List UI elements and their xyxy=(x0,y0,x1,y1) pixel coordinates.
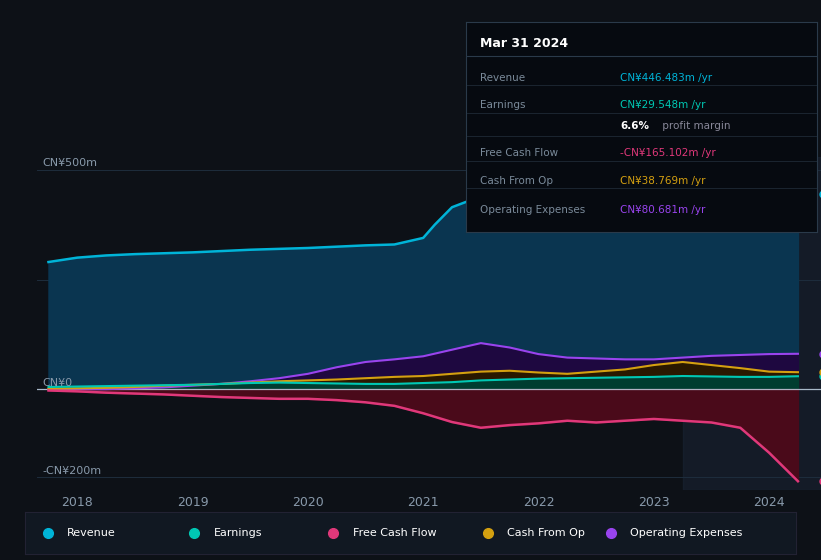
Text: 6.6%: 6.6% xyxy=(620,121,649,131)
Text: -CN¥165.102m /yr: -CN¥165.102m /yr xyxy=(620,148,716,158)
Text: CN¥38.769m /yr: CN¥38.769m /yr xyxy=(620,176,705,186)
Text: -CN¥200m: -CN¥200m xyxy=(43,465,102,475)
Text: Operating Expenses: Operating Expenses xyxy=(479,205,585,215)
Text: Mar 31 2024: Mar 31 2024 xyxy=(479,37,567,50)
Text: Free Cash Flow: Free Cash Flow xyxy=(353,529,436,538)
Text: Cash From Op: Cash From Op xyxy=(507,529,585,538)
Bar xyxy=(682,157,821,490)
Text: CN¥446.483m /yr: CN¥446.483m /yr xyxy=(620,73,713,83)
Text: CN¥29.548m /yr: CN¥29.548m /yr xyxy=(620,100,705,110)
Text: Operating Expenses: Operating Expenses xyxy=(631,529,743,538)
Text: Free Cash Flow: Free Cash Flow xyxy=(479,148,557,158)
Text: profit margin: profit margin xyxy=(658,121,730,131)
Text: Revenue: Revenue xyxy=(479,73,525,83)
Text: Cash From Op: Cash From Op xyxy=(479,176,553,186)
Text: Revenue: Revenue xyxy=(67,529,116,538)
Text: CN¥500m: CN¥500m xyxy=(43,158,98,168)
Text: Earnings: Earnings xyxy=(479,100,525,110)
Text: Earnings: Earnings xyxy=(213,529,262,538)
Text: CN¥0: CN¥0 xyxy=(43,378,73,388)
Text: CN¥80.681m /yr: CN¥80.681m /yr xyxy=(620,205,705,215)
